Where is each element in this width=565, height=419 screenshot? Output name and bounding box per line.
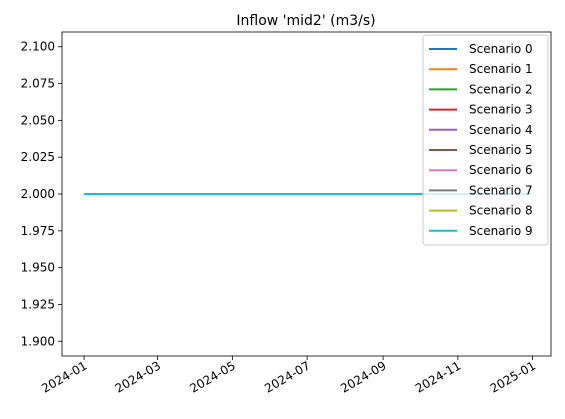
y-tick-label: 1.900 [21, 334, 55, 348]
legend-entry-label: Scenario 8 [469, 204, 533, 218]
y-tick-label: 2.075 [21, 77, 55, 91]
x-tick-label: 2024-05 [187, 358, 237, 395]
legend-entry-label: Scenario 1 [469, 62, 533, 76]
x-tick-label: 2025-01 [488, 358, 538, 395]
chart-title: Inflow 'mid2' (m3/s) [236, 13, 375, 29]
x-axis: 2024-01 2024-03 2024-05 2024-07 2024-09 2024-… [39, 356, 538, 396]
legend-entry-label: Scenario 0 [469, 42, 533, 56]
legend-entry-label: Scenario 4 [469, 123, 533, 137]
y-axis: 1.900 1.925 1.950 1.975 2.000 2.025 2.050 2.075… [21, 40, 62, 348]
legend-box [422, 34, 549, 246]
legend-entry-label: Scenario 6 [469, 163, 533, 177]
x-tick-label: 2024-03 [113, 358, 163, 395]
y-tick-label: 1.975 [21, 224, 55, 238]
legend-entry-label: Scenario 9 [469, 224, 533, 238]
legend-entry-label: Scenario 2 [469, 82, 533, 96]
legend: Scenario 0 Scenario 1 Scenario 2 Scenario 3… [422, 34, 549, 246]
legend-entry-label: Scenario 5 [469, 143, 533, 157]
y-tick-label: 1.925 [21, 297, 55, 311]
x-tick-label: 2024-07 [262, 358, 312, 395]
y-tick-label: 2.100 [21, 40, 55, 54]
legend-entry-label: Scenario 7 [469, 183, 533, 197]
x-tick-label: 2024-11 [413, 358, 463, 395]
y-tick-label: 1.950 [21, 261, 55, 275]
y-tick-label: 2.000 [21, 187, 55, 201]
legend-entry-label: Scenario 3 [469, 103, 533, 117]
x-tick-label: 2024-01 [39, 358, 89, 395]
y-tick-label: 2.025 [21, 150, 55, 164]
y-tick-label: 2.050 [21, 113, 55, 127]
x-tick-label: 2024-09 [338, 358, 388, 395]
